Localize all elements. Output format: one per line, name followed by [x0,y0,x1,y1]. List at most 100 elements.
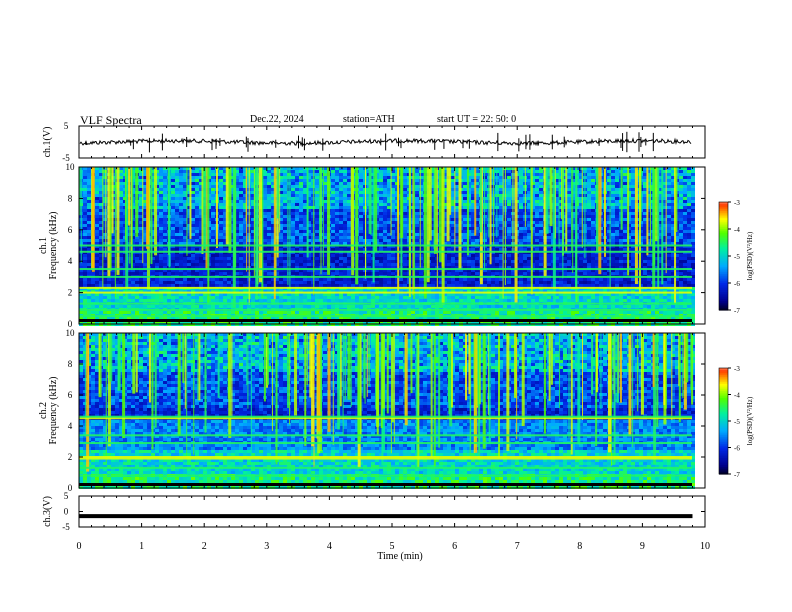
spectrogram-cell [175,281,179,284]
spectrogram-cell [379,215,383,218]
spectrogram-cell [303,206,307,209]
spectrogram-cell [291,176,295,179]
spectrogram-cell [223,173,227,176]
spectrogram-cell [175,206,179,209]
spectrogram-cell [119,197,123,200]
spectrogram-cell [151,236,155,239]
spectrogram-cell [99,278,103,281]
spectrogram-cell [195,203,199,206]
spectrogram-cell [403,263,407,266]
spectrogram-cell [307,203,311,206]
spectrogram-cell [291,191,295,194]
spectrogram-cell [151,242,155,245]
spectrogram-cell [307,224,311,227]
spectrogram-cell [211,233,215,236]
spectrogram-cell [139,272,143,275]
spectrogram-cell [227,278,231,281]
spectrogram-cell [183,263,187,266]
spectrogram-cell [335,173,339,176]
spectrogram-cell [139,317,143,320]
spectrogram-cell [127,254,131,257]
spectrogram-cell [323,206,327,209]
spectrogram-cell [235,254,239,257]
spectrogram-cell [195,227,199,230]
spectrogram-cell [339,317,343,320]
spectrogram-cell [359,170,363,173]
spectrogram-cell [143,281,147,284]
spectrogram-cell [415,257,419,260]
spectrogram-cell [131,293,135,296]
spectrogram-cell [183,299,187,302]
spectrogram-cell [179,281,183,284]
spectrogram-cell [159,317,163,320]
spectrogram-cell [235,206,239,209]
spectrogram-cell [347,218,351,221]
spectrogram-cell [223,194,227,197]
spectrogram-cell [171,230,175,233]
spectrogram-cell [307,299,311,302]
spectrogram-cell [119,254,123,257]
spectrogram-cell [331,272,335,275]
spectrogram-cell [235,203,239,206]
spectrogram-cell [143,284,147,287]
spectrogram-cell [211,284,215,287]
spectrogram-cell [179,194,183,197]
spectrogram-cell [391,191,395,194]
spectrogram-cell [111,263,115,266]
spectrogram-cell [299,233,303,236]
spectrogram-cell [175,173,179,176]
spectrogram-cell [251,296,255,299]
spectrogram-cell [239,185,243,188]
spectrogram-cell [187,182,191,185]
spectrogram-cell [291,284,295,287]
spectrogram-cell [251,257,255,260]
spectrogram-cell [375,284,379,287]
spectrogram-cell [191,191,195,194]
spectrogram-cell [299,182,303,185]
spectrogram-cell [143,233,147,236]
spectrogram-cell [167,284,171,287]
spectrogram-cell [395,263,399,266]
spectrogram-cell [367,281,371,284]
spectrogram-cell [227,257,231,260]
spectrogram-cell [159,311,163,314]
spectrogram-cell [223,224,227,227]
spectrogram-cell [391,236,395,239]
spectrogram-cell [139,281,143,284]
spectrogram-cell [243,209,247,212]
spectrogram-cell [439,296,443,299]
spectrogram-cell [143,221,147,224]
spectrogram-cell [359,179,363,182]
spectrogram-cell [87,317,91,320]
spectrogram-cell [227,263,231,266]
spectrogram-cell [235,263,239,266]
spectrogram-cell [443,191,447,194]
spectrogram-cell [263,299,267,302]
spectrogram-cell [327,284,331,287]
spectrogram-cell [183,311,187,314]
spectrogram-cell [331,227,335,230]
spectrogram-cell [395,260,399,263]
spectrogram-cell [295,194,299,197]
spectrogram-cell [347,260,351,263]
spectrogram-cell [83,293,87,296]
spectrogram-cell [315,272,319,275]
spectrogram-cell [387,266,391,269]
spectrogram-cell [339,206,343,209]
spectrogram-cell [243,203,247,206]
spectrogram-cell [215,281,219,284]
spectrogram-cell [119,269,123,272]
spectrogram-cell [167,278,171,281]
spectrogram-cell [91,299,95,302]
spectrogram-cell [243,278,247,281]
spectrogram-cell [163,212,167,215]
spectrogram-cell [135,317,139,320]
spectrogram-cell [175,200,179,203]
spectrogram-cell [307,278,311,281]
spectrogram-cell [267,221,271,224]
spectrogram-cell [291,269,295,272]
spectrogram-cell [295,197,299,200]
spectrogram-cell [283,191,287,194]
spectrogram-cell [223,278,227,281]
spectrogram-cell [235,260,239,263]
